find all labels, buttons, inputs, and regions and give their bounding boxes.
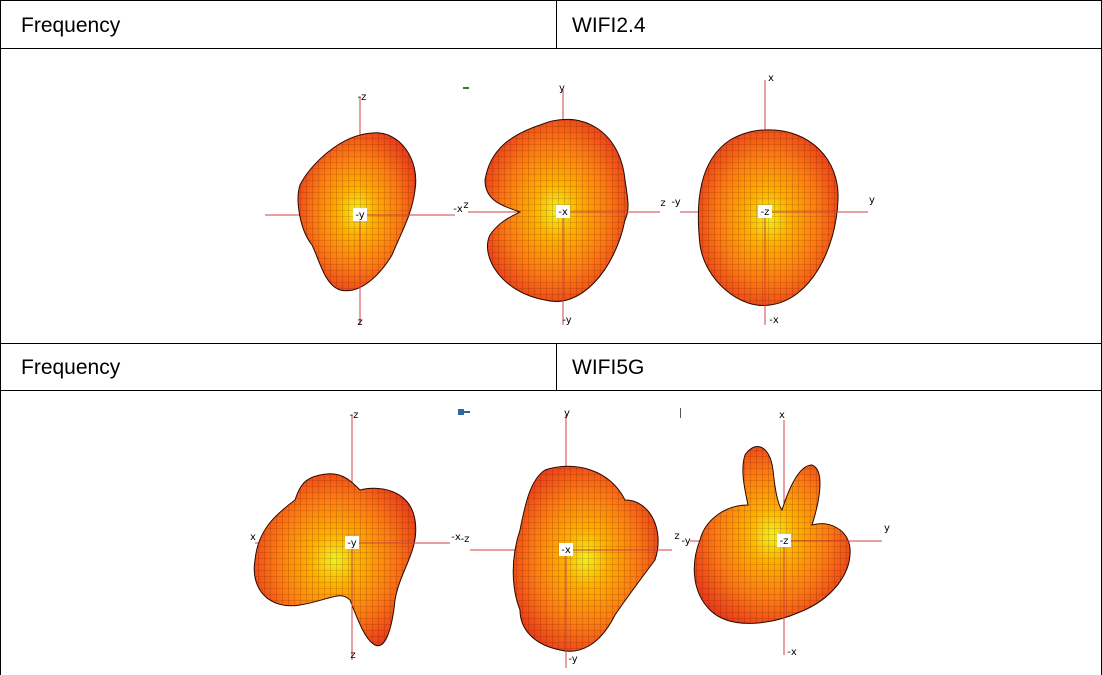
border xyxy=(0,0,1,675)
axis-label: -x xyxy=(453,204,463,215)
icon xyxy=(463,87,469,89)
axis-label: -z xyxy=(461,534,470,545)
pattern-mesh xyxy=(513,466,659,652)
header-label: Frequency xyxy=(21,14,121,37)
header-value: WIFI2.4 xyxy=(572,14,646,37)
axis-label-box xyxy=(758,205,772,218)
border xyxy=(556,0,557,48)
border xyxy=(0,343,1102,344)
axis-label: -y xyxy=(568,654,577,665)
axis-label-box xyxy=(345,536,359,549)
axis-label: z xyxy=(357,317,362,328)
axis-label: y xyxy=(559,83,565,94)
axis-label-box xyxy=(559,543,573,556)
axis-label-box xyxy=(353,208,367,221)
border xyxy=(556,343,557,390)
axis-label: -z xyxy=(780,536,789,547)
axis-label: z xyxy=(674,531,679,542)
border xyxy=(0,48,1102,49)
axis-label: -x xyxy=(558,207,568,218)
axis-label: x xyxy=(779,410,785,421)
axis-label: -z xyxy=(761,207,770,218)
header-label: Frequency xyxy=(21,356,121,379)
axis-label: -x xyxy=(769,315,779,326)
icon xyxy=(458,409,464,415)
axis-label: -y xyxy=(347,538,356,549)
axis-label: -z xyxy=(358,92,367,103)
axis-label: -x xyxy=(561,545,571,556)
axis-label: y xyxy=(884,523,890,534)
axis-label: z xyxy=(660,198,665,209)
axis-label-box xyxy=(556,205,570,218)
axis-label: -y xyxy=(681,536,690,547)
axis-label: z xyxy=(350,650,355,661)
pattern-mesh xyxy=(694,446,851,624)
axis-label: x xyxy=(768,73,774,84)
axis-label: -y xyxy=(671,197,680,208)
axis-label: y xyxy=(869,195,875,206)
mark xyxy=(680,408,681,418)
header-value: WIFI5G xyxy=(572,356,645,379)
axis-label-box xyxy=(777,534,791,547)
axis-label: -z xyxy=(350,410,359,421)
axis-label: -x xyxy=(787,647,797,658)
axis-label: z xyxy=(463,200,468,211)
axis-label: y xyxy=(564,408,570,419)
axis-label: x xyxy=(250,532,256,543)
axis-label: -x xyxy=(451,532,461,543)
axis-label: -y xyxy=(562,315,571,326)
axis-label: -y xyxy=(355,210,364,221)
icon xyxy=(464,411,470,413)
border xyxy=(0,390,1102,391)
pattern-mesh xyxy=(254,473,416,646)
border xyxy=(0,0,1102,1)
